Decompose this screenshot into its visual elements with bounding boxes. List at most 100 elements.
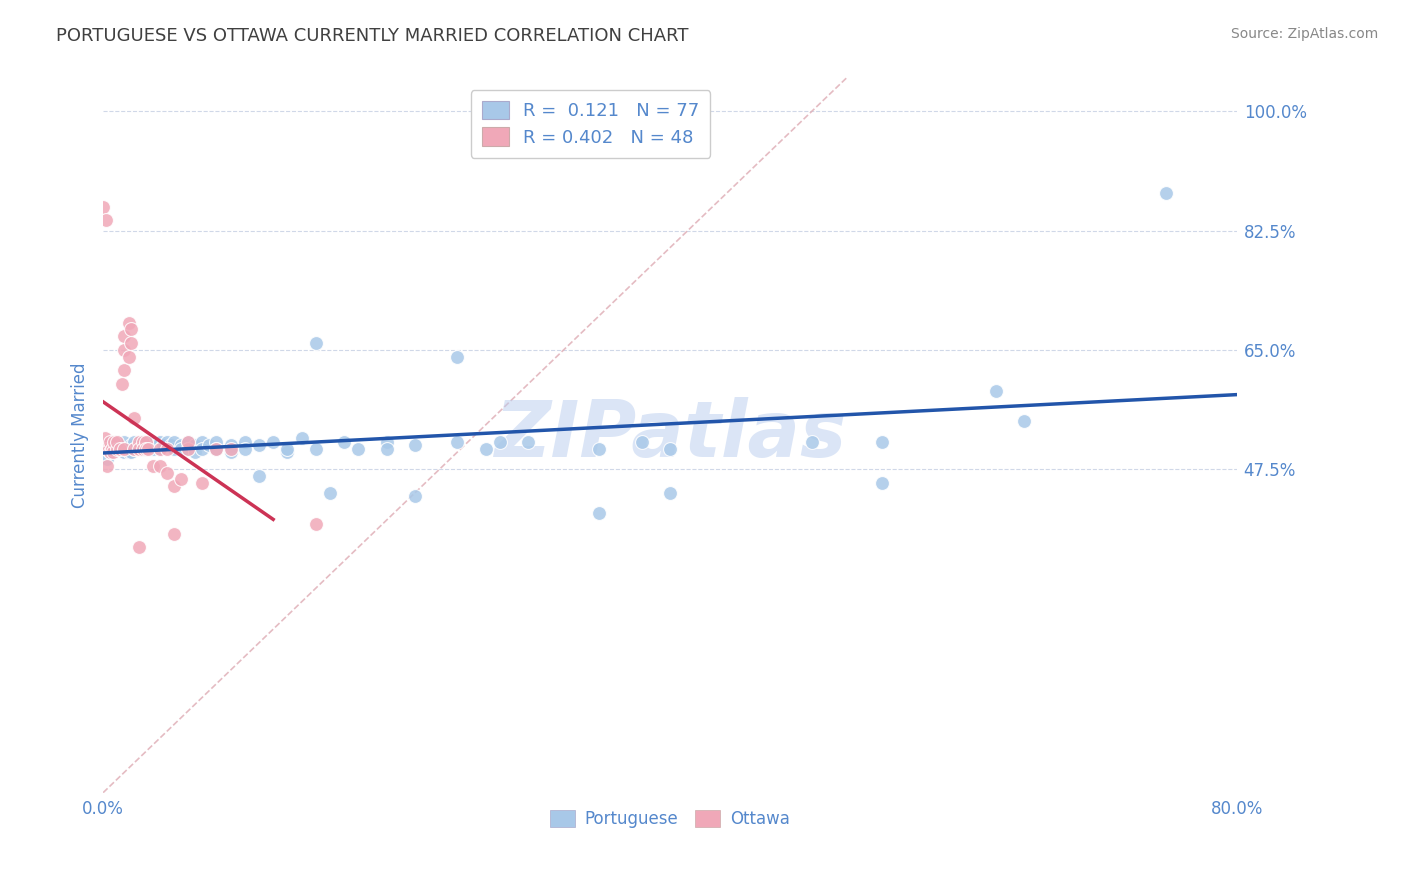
Point <box>108 438 131 452</box>
Point <box>198 438 221 452</box>
Point <box>149 442 172 456</box>
Point <box>219 438 242 452</box>
Point <box>404 438 426 452</box>
Point <box>233 442 256 456</box>
Point <box>149 458 172 473</box>
Point <box>110 442 132 456</box>
Point <box>630 434 652 449</box>
Point <box>146 438 169 452</box>
Point <box>128 438 150 452</box>
Point <box>112 363 135 377</box>
Point <box>135 434 157 449</box>
Point <box>156 466 179 480</box>
Point <box>319 486 342 500</box>
Point <box>128 541 150 555</box>
Point <box>98 434 121 449</box>
Point <box>276 442 298 456</box>
Point <box>94 213 117 227</box>
Point <box>96 451 118 466</box>
Point <box>98 445 121 459</box>
Point <box>149 442 172 456</box>
Text: PORTUGUESE VS OTTAWA CURRENTLY MARRIED CORRELATION CHART: PORTUGUESE VS OTTAWA CURRENTLY MARRIED C… <box>56 27 689 45</box>
Point <box>93 438 115 452</box>
Point <box>872 475 894 490</box>
Point <box>177 434 200 449</box>
Point <box>156 434 179 449</box>
Text: Source: ZipAtlas.com: Source: ZipAtlas.com <box>1230 27 1378 41</box>
Point <box>128 442 150 456</box>
Point <box>276 445 298 459</box>
Point <box>121 445 143 459</box>
Point <box>96 442 118 456</box>
Point <box>100 442 122 456</box>
Point <box>128 434 150 449</box>
Point <box>112 442 135 456</box>
Point <box>128 442 150 456</box>
Point <box>112 329 135 343</box>
Point <box>93 432 115 446</box>
Point <box>446 350 468 364</box>
Point <box>135 442 157 456</box>
Point <box>121 336 143 351</box>
Point <box>984 384 1007 398</box>
Point <box>98 434 121 449</box>
Point <box>588 442 610 456</box>
Point <box>163 479 186 493</box>
Point <box>117 445 139 459</box>
Point <box>117 316 139 330</box>
Point <box>105 434 128 449</box>
Point <box>124 442 146 456</box>
Point <box>347 442 370 456</box>
Point <box>156 442 179 456</box>
Point <box>132 442 155 456</box>
Point <box>152 438 174 452</box>
Point <box>588 507 610 521</box>
Point <box>333 434 356 449</box>
Point <box>124 442 146 456</box>
Point <box>132 434 155 449</box>
Point <box>191 442 214 456</box>
Point <box>96 458 118 473</box>
Point <box>142 434 165 449</box>
Point <box>205 434 228 449</box>
Point <box>247 438 270 452</box>
Point <box>305 442 328 456</box>
Point <box>97 442 120 456</box>
Point <box>117 350 139 364</box>
Point <box>872 434 894 449</box>
Point <box>184 438 207 452</box>
Point <box>121 322 143 336</box>
Point <box>105 442 128 456</box>
Point <box>170 438 193 452</box>
Point <box>100 442 122 456</box>
Point <box>97 442 120 456</box>
Point <box>184 445 207 459</box>
Point <box>305 336 328 351</box>
Point <box>1154 186 1177 201</box>
Point <box>170 442 193 456</box>
Point <box>800 434 823 449</box>
Point <box>163 526 186 541</box>
Point <box>124 434 146 449</box>
Point <box>138 438 160 452</box>
Point <box>191 475 214 490</box>
Text: ZIPatlas: ZIPatlas <box>494 397 846 473</box>
Point <box>375 442 398 456</box>
Point <box>658 486 681 500</box>
Point <box>163 434 186 449</box>
Point <box>132 442 155 456</box>
Point <box>247 469 270 483</box>
Point <box>205 442 228 456</box>
Point <box>170 472 193 486</box>
Point <box>177 442 200 456</box>
Point <box>205 442 228 456</box>
Point <box>149 434 172 449</box>
Point <box>101 445 124 459</box>
Point <box>135 434 157 449</box>
Point <box>163 442 186 456</box>
Point <box>219 445 242 459</box>
Point <box>112 343 135 357</box>
Point <box>262 434 284 449</box>
Point <box>105 442 128 456</box>
Point <box>142 442 165 456</box>
